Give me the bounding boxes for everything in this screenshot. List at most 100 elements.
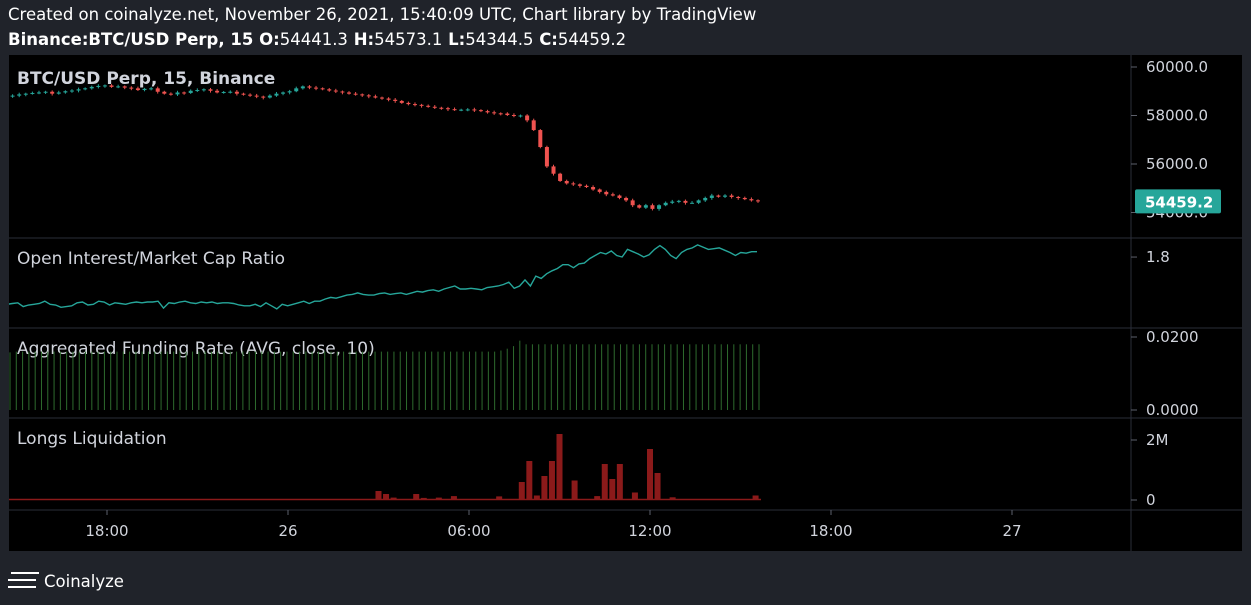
candle-body xyxy=(23,93,28,95)
candle-body xyxy=(241,93,246,95)
liquidation-bar xyxy=(541,476,548,500)
candle-body xyxy=(129,87,134,89)
candle-body xyxy=(347,92,352,94)
candle-body xyxy=(584,185,589,188)
candle-body xyxy=(201,89,206,91)
candle-body xyxy=(617,195,622,198)
candle-body xyxy=(76,89,81,91)
liquidation-bar xyxy=(616,464,623,500)
high-label: H: xyxy=(353,30,375,49)
candle-body xyxy=(676,200,681,202)
candle-body xyxy=(294,88,299,92)
chart-area[interactable]: BTC/USD Perp, 15, Binance Open Interest/M… xyxy=(9,55,1242,551)
candle-body xyxy=(663,202,668,206)
candle-body xyxy=(624,197,629,201)
candle-body xyxy=(531,120,536,131)
candle-body xyxy=(472,109,477,111)
chart-canvas[interactable]: BTC/USD Perp, 15, Binance Open Interest/M… xyxy=(9,55,1242,551)
candle-body xyxy=(254,95,259,97)
candle-body xyxy=(380,97,384,99)
candle-body xyxy=(122,86,127,88)
liquidation-bar xyxy=(496,496,503,500)
candle-body xyxy=(696,200,701,203)
liquidation-bar xyxy=(435,497,442,500)
candle-body xyxy=(182,92,187,94)
liquidation-bar xyxy=(647,449,653,500)
candle-body xyxy=(135,88,140,91)
liquidation-bar xyxy=(533,495,540,500)
symbol-label: Binance:BTC/USD Perp, 15 xyxy=(8,30,254,49)
candle-body xyxy=(267,95,272,98)
candle-body xyxy=(320,88,325,90)
candle-body xyxy=(274,93,279,96)
liquidation-bar xyxy=(654,473,661,500)
candle-body xyxy=(749,199,754,201)
candle-body xyxy=(215,90,220,93)
candle-body xyxy=(248,94,253,96)
candle-body xyxy=(657,205,662,209)
candle-body xyxy=(525,115,530,121)
candle-body xyxy=(221,91,226,93)
pane-title-1: Open Interest/Market Cap Ratio xyxy=(17,249,285,269)
candle-body xyxy=(591,187,596,190)
liquidation-bar xyxy=(413,494,420,500)
price-tick-1: 58000.0 xyxy=(1146,107,1208,125)
candle-body xyxy=(452,109,457,111)
candle-body xyxy=(637,205,642,208)
candle-body xyxy=(195,90,200,92)
ohlc-header: Binance:BTC/USD Perp, 15 O:54441.3 H:545… xyxy=(8,30,626,49)
candle-body xyxy=(102,85,107,87)
liquidation-bar xyxy=(526,461,533,500)
liquidation-bar xyxy=(420,497,427,500)
chart-attribution: Created on coinalyze.net, November 26, 2… xyxy=(8,5,757,24)
liquidation-bar xyxy=(548,461,555,500)
candle-body xyxy=(10,95,15,97)
x-tick-label-4: 18:00 xyxy=(809,522,852,540)
candle-body xyxy=(228,91,233,93)
candle-body xyxy=(96,85,101,87)
candle-body xyxy=(544,147,549,167)
liquidation-bar xyxy=(631,492,638,500)
liquidation-bar xyxy=(450,496,457,500)
funding-tick-0: 0.0200 xyxy=(1146,328,1199,346)
candle-body xyxy=(412,104,417,106)
candle-body xyxy=(155,88,160,92)
candle-body xyxy=(188,90,193,93)
candle-body xyxy=(340,91,345,93)
candle-body xyxy=(360,94,365,96)
candle-body xyxy=(709,195,714,198)
candle-body xyxy=(366,95,371,97)
candle-body xyxy=(505,113,510,116)
high-value: 54573.1 xyxy=(374,30,443,49)
candle-body xyxy=(373,96,378,98)
candle-body xyxy=(498,113,503,115)
candle-body xyxy=(30,92,35,94)
candle-body xyxy=(683,200,688,203)
candle-body xyxy=(551,166,556,174)
x-tick-label-2: 06:00 xyxy=(447,522,490,540)
x-tick-label-0: 18:00 xyxy=(85,522,128,540)
candle-body xyxy=(736,196,741,198)
liquidation-bar xyxy=(518,482,525,500)
candle-body xyxy=(399,100,404,103)
candle-body xyxy=(162,91,167,94)
pane-title-2: Aggregated Funding Rate (AVG, close, 10) xyxy=(17,339,375,359)
pane-title-3: Longs Liquidation xyxy=(17,429,167,449)
candle-body xyxy=(314,87,319,89)
candle-body xyxy=(571,183,576,185)
candle-body xyxy=(142,88,147,91)
candle-body xyxy=(445,108,450,110)
candle-body xyxy=(353,93,358,95)
x-tick-label-5: 27 xyxy=(1002,522,1021,540)
candle-body xyxy=(716,195,721,197)
open-value: 54441.3 xyxy=(279,30,348,49)
candle-body xyxy=(459,109,464,111)
candle-body xyxy=(116,86,121,88)
candle-body xyxy=(742,197,747,200)
candle-body xyxy=(300,86,305,89)
candle-body xyxy=(234,91,239,94)
candle-body xyxy=(478,110,483,112)
liq-tick-1: 0 xyxy=(1146,491,1156,509)
candle-body xyxy=(63,91,68,93)
candle-body xyxy=(630,200,635,206)
